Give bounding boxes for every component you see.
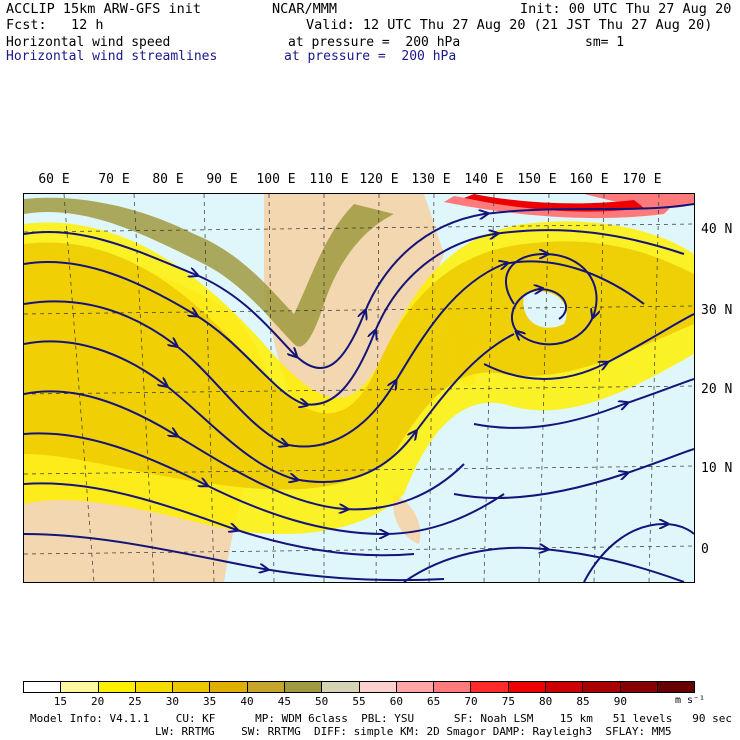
model-info-line2: LW: RRTMG SW: RRTMG DIFF: simple KM: 2D … <box>155 725 672 738</box>
wind-map <box>23 193 695 583</box>
colorbar-label: 20 <box>91 695 105 708</box>
longitude-label: 160 E <box>569 172 609 187</box>
colorbar-label: 85 <box>576 695 590 708</box>
colorbar-swatch <box>508 682 546 692</box>
colorbar-swatch <box>284 682 323 692</box>
colorbar-label: 65 <box>427 695 441 708</box>
field-streamlines: Horizontal wind streamlines <box>6 49 218 64</box>
colorbar-unit: m s⁻¹ <box>674 695 706 706</box>
colorbar-swatch <box>173 682 211 692</box>
wind-speed-colorbar <box>23 681 695 693</box>
colorbar-label: 50 <box>315 695 329 708</box>
colorbar-swatch <box>322 682 360 692</box>
latitude-label: 10 N <box>701 461 733 476</box>
init-time: Init: 00 UTC Thu 27 Aug 20 <box>520 1 732 17</box>
colorbar-label: 80 <box>539 695 553 708</box>
latitude-label: 20 N <box>701 382 733 397</box>
smoothing-label: sm= 1 <box>585 35 625 50</box>
longitude-label: 80 E <box>152 172 184 187</box>
jet-max-darkred <box>464 194 644 212</box>
colorbar-label: 90 <box>613 695 627 708</box>
colorbar-swatch <box>135 682 174 692</box>
colorbar-label: 30 <box>165 695 179 708</box>
colorbar-label: 35 <box>203 695 217 708</box>
valid-time: Valid: 12 UTC Thu 27 Aug 20 (21 JST Thu … <box>306 17 713 33</box>
organization-label: NCAR/MMM <box>272 1 338 17</box>
map-canvas <box>24 194 694 582</box>
field-wind-speed: Horizontal wind speed <box>6 35 171 50</box>
longitude-label: 120 E <box>359 172 399 187</box>
colorbar-label: 15 <box>53 695 67 708</box>
colorbar-label: 75 <box>501 695 515 708</box>
colorbar-swatch <box>359 682 397 692</box>
longitude-label: 150 E <box>517 172 557 187</box>
colorbar-swatch <box>247 682 285 692</box>
latitude-label: 30 N <box>701 303 733 318</box>
colorbar-label: 55 <box>352 695 366 708</box>
colorbar-swatch <box>98 682 136 692</box>
colorbar-swatch <box>396 682 435 692</box>
forecast-hour: Fcst: 12 h <box>6 17 104 33</box>
colorbar-swatch <box>583 682 621 692</box>
streamlines <box>24 203 694 582</box>
colorbar-swatch <box>61 682 99 692</box>
longitude-label: 60 E <box>38 172 70 187</box>
model-info-line1: Model Info: V4.1.1 CU: KF MP: WDM 6class… <box>30 712 732 725</box>
colorbar-swatch <box>210 682 248 692</box>
longitude-label: 140 E <box>464 172 504 187</box>
pressure-level-speed: at pressure = 200 hPa <box>288 35 461 50</box>
latitude-label: 40 N <box>701 222 733 237</box>
longitude-label: 100 E <box>256 172 296 187</box>
colorbar-label: 70 <box>464 695 478 708</box>
longitude-label: 70 E <box>98 172 130 187</box>
colorbar-swatch <box>657 682 695 692</box>
colorbar-label: 25 <box>128 695 142 708</box>
colorbar-label: 40 <box>240 695 254 708</box>
colorbar-label: 45 <box>277 695 291 708</box>
model-title: ACCLIP 15km ARW-GFS init <box>6 1 202 17</box>
longitude-label: 130 E <box>411 172 451 187</box>
pressure-level-streamlines: at pressure = 200 hPa <box>284 49 457 64</box>
jet-max-red <box>434 194 694 219</box>
colorbar-swatch <box>434 682 472 692</box>
colorbar-label: 60 <box>389 695 403 708</box>
colorbar-swatch <box>620 682 658 692</box>
colorbar-swatch <box>545 682 584 692</box>
latitude-label: 0 <box>701 542 709 557</box>
longitude-label: 110 E <box>309 172 349 187</box>
longitude-label: 170 E <box>622 172 662 187</box>
colorbar-swatch <box>471 682 509 692</box>
colorbar-swatch <box>24 682 62 692</box>
longitude-label: 90 E <box>206 172 238 187</box>
